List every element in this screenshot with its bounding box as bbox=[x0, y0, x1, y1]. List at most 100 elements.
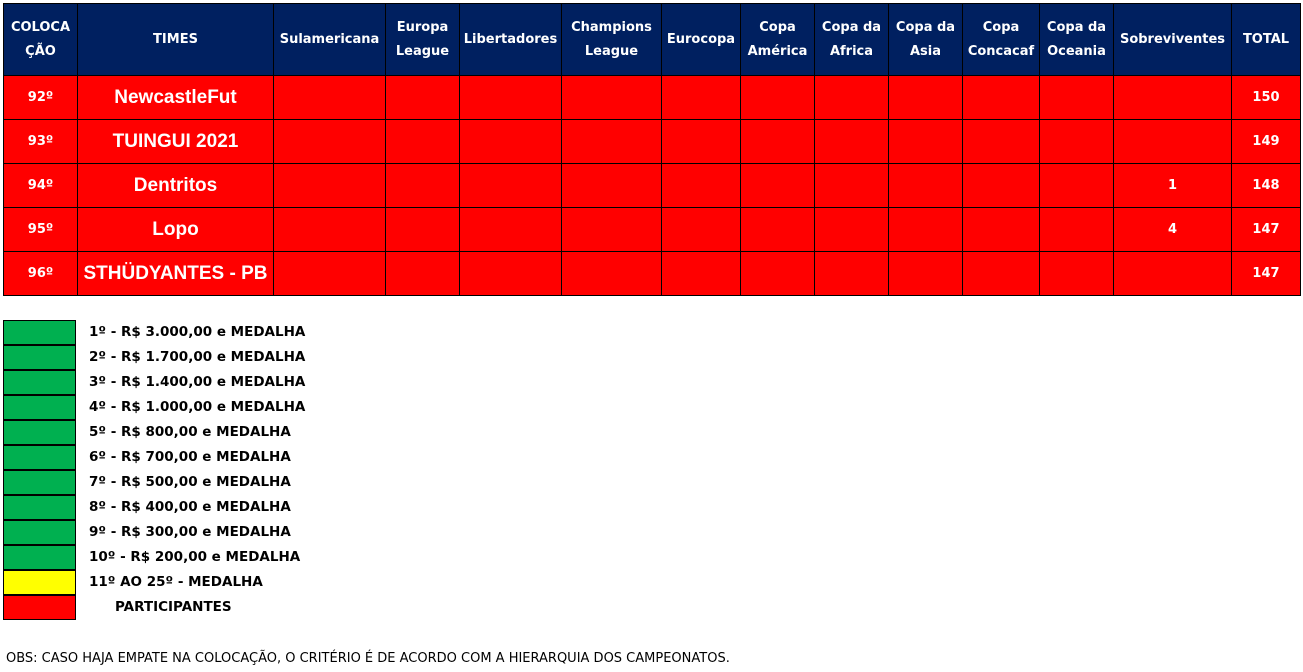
score-cell bbox=[740, 75, 815, 120]
position-cell: 92º bbox=[3, 75, 78, 120]
observation-note: OBS: CASO HAJA EMPATE NA COLOCAÇÃO, O CR… bbox=[6, 651, 730, 666]
legend-swatch bbox=[3, 470, 76, 495]
score-cell bbox=[459, 119, 562, 164]
score-cell bbox=[740, 207, 815, 252]
legend-label: 1º - R$ 3.000,00 e MEDALHA bbox=[89, 324, 306, 340]
ranking-table: COLOCA ÇÃO TIMES Sulamericana Europa League… bbox=[3, 3, 1301, 296]
position-cell: 93º bbox=[3, 119, 78, 164]
legend-swatch bbox=[3, 320, 76, 345]
score-cell bbox=[962, 119, 1040, 164]
total-cell: 147 bbox=[1231, 251, 1301, 296]
column-header: TIMES bbox=[77, 3, 274, 76]
sobreviventes-cell bbox=[1113, 119, 1232, 164]
legend-swatch bbox=[3, 495, 76, 520]
score-cell bbox=[385, 119, 460, 164]
score-cell bbox=[814, 163, 889, 208]
team-name-cell: TUINGUI 2021 bbox=[77, 119, 274, 164]
team-name-cell: NewcastleFut bbox=[77, 75, 274, 120]
position-cell: 94º bbox=[3, 163, 78, 208]
score-cell bbox=[561, 207, 662, 252]
column-header: Champions League bbox=[561, 3, 662, 76]
legend-label: 6º - R$ 700,00 e MEDALHA bbox=[89, 449, 291, 465]
score-cell bbox=[459, 163, 562, 208]
total-cell: 148 bbox=[1231, 163, 1301, 208]
legend-swatch bbox=[3, 445, 76, 470]
score-cell bbox=[385, 163, 460, 208]
sobreviventes-cell: 1 bbox=[1113, 163, 1232, 208]
column-header: Libertadores bbox=[459, 3, 562, 76]
score-cell bbox=[561, 251, 662, 296]
score-cell bbox=[1039, 75, 1114, 120]
column-header: Copa América bbox=[740, 3, 815, 76]
team-name-cell: STHÜDYANTES - PB bbox=[77, 251, 274, 296]
score-cell bbox=[962, 75, 1040, 120]
score-cell bbox=[1039, 119, 1114, 164]
total-cell: 149 bbox=[1231, 119, 1301, 164]
legend-label: 10º - R$ 200,00 e MEDALHA bbox=[89, 549, 301, 565]
total-cell: 147 bbox=[1231, 207, 1301, 252]
score-cell bbox=[661, 119, 741, 164]
column-header: Eurocopa bbox=[661, 3, 741, 76]
legend-label: 9º - R$ 300,00 e MEDALHA bbox=[89, 524, 291, 540]
position-cell: 95º bbox=[3, 207, 78, 252]
score-cell bbox=[740, 119, 815, 164]
score-cell bbox=[740, 163, 815, 208]
sobreviventes-cell: 4 bbox=[1113, 207, 1232, 252]
score-cell bbox=[888, 163, 963, 208]
score-cell bbox=[459, 207, 562, 252]
column-header: Copa da Asia bbox=[888, 3, 963, 76]
sobreviventes-cell bbox=[1113, 251, 1232, 296]
table-row: 96º STHÜDYANTES - PB 147 bbox=[3, 251, 1301, 296]
team-name-cell: Lopo bbox=[77, 207, 274, 252]
score-cell bbox=[385, 207, 460, 252]
column-header: Europa League bbox=[385, 3, 460, 76]
score-cell bbox=[888, 75, 963, 120]
legend-swatch bbox=[3, 570, 76, 595]
table-row: 95º Lopo 4 147 bbox=[3, 207, 1301, 252]
score-cell bbox=[740, 251, 815, 296]
column-header: COLOCA ÇÃO bbox=[3, 3, 78, 76]
column-header: TOTAL bbox=[1231, 3, 1301, 76]
score-cell bbox=[561, 75, 662, 120]
column-header: Copa Concacaf bbox=[962, 3, 1040, 76]
table-row: 93º TUINGUI 2021 149 bbox=[3, 119, 1301, 164]
score-cell bbox=[273, 75, 386, 120]
score-cell bbox=[1039, 207, 1114, 252]
score-cell bbox=[273, 163, 386, 208]
total-cell: 150 bbox=[1231, 75, 1301, 120]
legend-swatch bbox=[3, 595, 76, 620]
score-cell bbox=[273, 251, 386, 296]
column-header: Sulamericana bbox=[273, 3, 386, 76]
legend-label: 3º - R$ 1.400,00 e MEDALHA bbox=[89, 374, 306, 390]
score-cell bbox=[888, 251, 963, 296]
legend-label: 2º - R$ 1.700,00 e MEDALHA bbox=[89, 349, 306, 365]
legend-label: 4º - R$ 1.000,00 e MEDALHA bbox=[89, 399, 306, 415]
legend-label: 11º AO 25º - MEDALHA bbox=[89, 574, 263, 590]
score-cell bbox=[661, 207, 741, 252]
score-cell bbox=[385, 251, 460, 296]
column-header: Sobreviventes bbox=[1113, 3, 1232, 76]
score-cell bbox=[661, 251, 741, 296]
score-cell bbox=[888, 119, 963, 164]
legend-label: 7º - R$ 500,00 e MEDALHA bbox=[89, 474, 291, 490]
legend-swatch bbox=[3, 520, 76, 545]
column-header: Copa da Africa bbox=[814, 3, 889, 76]
legend-label: 5º - R$ 800,00 e MEDALHA bbox=[89, 424, 291, 440]
score-cell bbox=[814, 75, 889, 120]
legend-swatch bbox=[3, 420, 76, 445]
legend-swatch bbox=[3, 545, 76, 570]
score-cell bbox=[814, 251, 889, 296]
sobreviventes-cell bbox=[1113, 75, 1232, 120]
legend-label: 8º - R$ 400,00 e MEDALHA bbox=[89, 499, 291, 515]
score-cell bbox=[561, 119, 662, 164]
team-name-cell: Dentritos bbox=[77, 163, 274, 208]
score-cell bbox=[561, 163, 662, 208]
legend-swatch bbox=[3, 370, 76, 395]
score-cell bbox=[273, 119, 386, 164]
score-cell bbox=[661, 75, 741, 120]
table-row: 92º NewcastleFut 150 bbox=[3, 75, 1301, 120]
score-cell bbox=[888, 207, 963, 252]
score-cell bbox=[814, 119, 889, 164]
score-cell bbox=[661, 163, 741, 208]
score-cell bbox=[962, 251, 1040, 296]
